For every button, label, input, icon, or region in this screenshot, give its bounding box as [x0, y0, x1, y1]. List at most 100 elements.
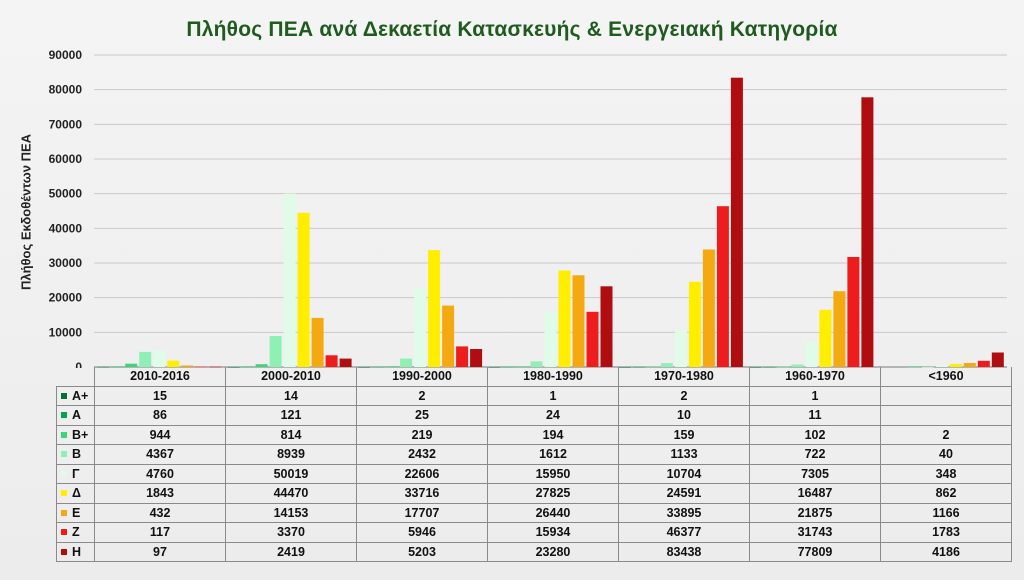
data-label: 862	[880, 483, 1012, 504]
y-tick-label: 80000	[49, 83, 83, 97]
data-label: 1166	[880, 502, 1012, 523]
legend-entry: Δ	[56, 483, 95, 504]
bar	[847, 257, 860, 367]
data-label: 1	[487, 385, 619, 406]
y-tick-label: 0	[75, 360, 82, 368]
table-row: Ε 432 14153 17707 26440 33895 21875 1166	[56, 502, 1012, 523]
data-label: 15934	[487, 522, 619, 543]
data-label: 2432	[356, 444, 488, 465]
legend-swatch	[61, 451, 67, 458]
table-row: Α 86 121 25 24 10 11	[56, 405, 1012, 426]
data-label: 10704	[618, 463, 750, 484]
data-label: 23280	[487, 541, 619, 562]
data-label: 21875	[749, 502, 881, 523]
bar	[646, 366, 659, 367]
bar	[325, 355, 338, 367]
y-tick-label: 90000	[49, 48, 83, 62]
data-table: 2010-2016 2000-2010 1990-2000 1980-1990 1970…	[56, 367, 1012, 562]
data-label: 121	[225, 405, 357, 426]
bar	[195, 366, 208, 368]
data-label: 1843	[94, 483, 226, 504]
data-label: 11	[749, 405, 881, 426]
x-tick-label: <1960	[880, 367, 1012, 387]
series-name: Α+	[72, 388, 89, 403]
legend-entry: Η	[56, 541, 95, 562]
data-label: 16487	[749, 483, 881, 504]
data-label: 14	[225, 385, 357, 406]
bar	[283, 193, 296, 367]
bar	[674, 329, 687, 367]
data-label: 83438	[618, 541, 750, 562]
data-label: 3370	[225, 522, 357, 543]
data-label: 219	[356, 424, 488, 445]
data-label: 944	[94, 424, 226, 445]
x-tick-label: 1970-1980	[618, 367, 750, 387]
series-name: Β	[72, 447, 82, 462]
data-label: 1133	[618, 444, 750, 465]
table-row: Η 97 2419 5203 23280 83438 77809 4186	[56, 541, 1012, 562]
bar	[819, 309, 832, 367]
data-label: 4367	[94, 444, 226, 465]
bar	[339, 358, 352, 367]
bar	[139, 351, 152, 367]
data-label: 5203	[356, 541, 488, 562]
data-label: 44470	[225, 483, 357, 504]
legend-swatch	[61, 490, 67, 497]
data-label: 17707	[356, 502, 488, 523]
bar	[311, 317, 324, 367]
table-header-row: 2010-2016 2000-2010 1990-2000 1980-1990 1970…	[56, 367, 1012, 387]
x-tick-label: 1960-1970	[749, 367, 881, 387]
x-tick-label: 1980-1990	[487, 367, 619, 387]
bar	[153, 350, 166, 367]
bar	[688, 281, 701, 367]
series-name: Ζ	[72, 525, 80, 540]
legend-swatch	[61, 412, 67, 419]
data-label: 1612	[487, 444, 619, 465]
bar	[241, 366, 254, 368]
data-label: 117	[94, 522, 226, 543]
x-tick-label: 1990-2000	[356, 367, 488, 387]
series-name: Γ	[72, 466, 80, 481]
legend-entry: Β	[56, 444, 95, 465]
data-label: 26440	[487, 502, 619, 523]
data-label: 1	[749, 385, 881, 406]
data-label: 46377	[618, 522, 750, 543]
legend-swatch	[61, 431, 67, 438]
bar	[558, 270, 571, 367]
bar	[456, 346, 469, 367]
y-tick-label: 60000	[49, 152, 83, 166]
bar	[600, 286, 613, 367]
bar	[428, 250, 441, 367]
y-tick-label: 30000	[49, 256, 83, 270]
bar	[833, 291, 846, 367]
data-label: 50019	[225, 463, 357, 484]
bar	[400, 358, 413, 367]
bar	[805, 341, 818, 367]
data-label: 2	[356, 385, 488, 406]
bar	[544, 311, 557, 367]
data-label: 86	[94, 405, 226, 426]
data-label: 31743	[749, 522, 881, 543]
bar	[572, 275, 585, 367]
legend-entry: Γ	[56, 463, 95, 484]
series-name: Δ	[72, 486, 81, 501]
data-label: 2	[880, 424, 1012, 445]
data-label: 5946	[356, 522, 488, 543]
bar	[586, 311, 599, 367]
y-tick-label: 20000	[49, 291, 83, 305]
series-name: Ε	[72, 505, 81, 520]
bar	[125, 363, 138, 367]
data-label: 77809	[749, 541, 881, 562]
series-name: Β+	[72, 427, 89, 442]
series-name: Α	[72, 408, 82, 423]
y-tick-label: 50000	[49, 187, 83, 201]
y-axis: 0 10000 20000 30000 40000 50000 60000 70000 8000…	[49, 48, 83, 368]
bar	[530, 361, 543, 367]
data-label: 24591	[618, 483, 750, 504]
legend-entry: Ζ	[56, 522, 95, 543]
data-label: 102	[749, 424, 881, 445]
data-label: 10	[618, 405, 750, 426]
data-label: 15	[94, 385, 226, 406]
bar	[730, 77, 743, 367]
legend-swatch	[61, 509, 67, 516]
